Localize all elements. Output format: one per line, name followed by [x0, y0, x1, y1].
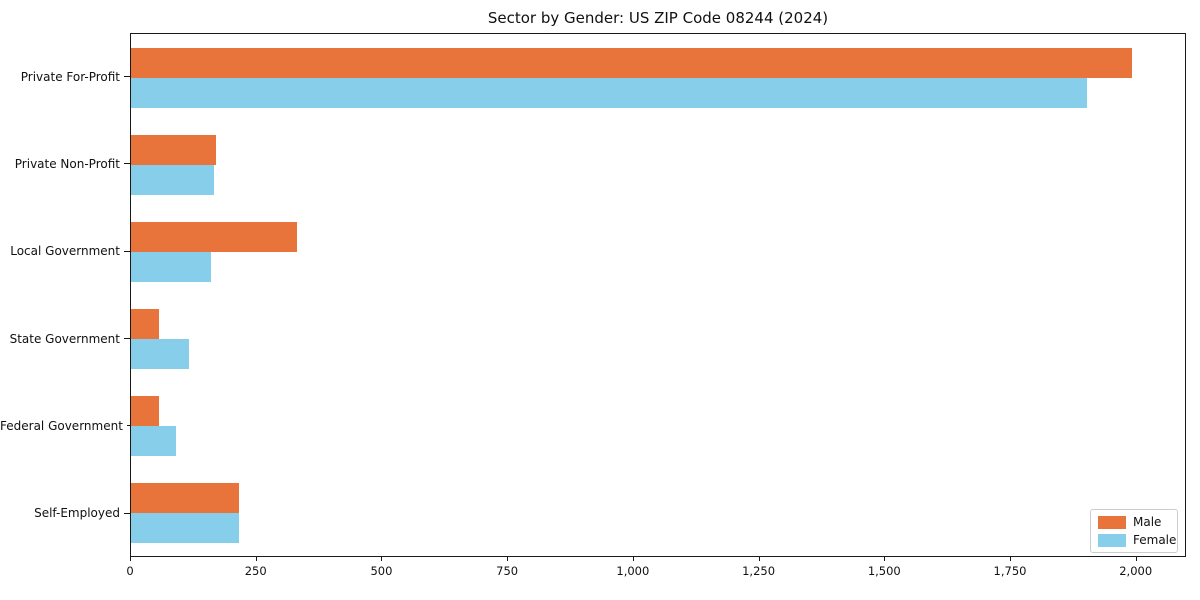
- y-tick-mark: [126, 425, 130, 427]
- x-tick-label-2-000: 2,000: [1119, 564, 1153, 578]
- x-tick-mark-1-750: [1010, 557, 1011, 561]
- x-tick-mark-250: [255, 557, 257, 561]
- y-tick-mark: [124, 338, 130, 340]
- y-tick-mark: [124, 250, 130, 252]
- bar-male-federal-government: [131, 395, 159, 426]
- bar-male-local-government: [131, 221, 297, 252]
- bar-male-private-non-profit: [131, 134, 217, 165]
- bar-group-self-employed: [131, 469, 1185, 556]
- x-tick-mark-1-000: [632, 557, 634, 561]
- x-tick-mark-0: [130, 557, 131, 561]
- bar-female-federal-government: [131, 425, 177, 456]
- legend-label-male: Male: [1133, 515, 1162, 529]
- y-tick-label-local-government: Local Government: [10, 244, 120, 259]
- legend-swatch-female: [1098, 533, 1126, 547]
- y-tick-label-state-government: State Government: [9, 331, 120, 346]
- chart-title: Sector by Gender: US ZIP Code 08244 (202…: [487, 9, 829, 27]
- x-tick-label-500: 500: [370, 564, 393, 578]
- x-tick-mark-2-000: [1135, 557, 1137, 561]
- x-tick-label-1-250: 1,250: [742, 564, 776, 578]
- x-tick-mark-1-500: [884, 557, 886, 561]
- bar-group-state-government: [131, 295, 1185, 382]
- bar-female-private-for-profit: [131, 77, 1088, 108]
- bar-male-private-for-profit: [131, 47, 1133, 78]
- y-tick-mark: [124, 512, 130, 514]
- bar-female-state-government: [131, 338, 189, 369]
- bar-female-private-non-profit: [131, 164, 214, 195]
- plot-area: [130, 33, 1186, 557]
- y-row-federal-government: Federal Government: [0, 382, 130, 469]
- legend-swatch-male: [1098, 515, 1126, 529]
- x-tick-mark-750: [507, 557, 509, 561]
- y-tick-mark: [124, 76, 130, 78]
- y-row-state-government: State Government: [0, 295, 130, 382]
- legend-item-male: Male: [1098, 515, 1169, 529]
- y-tick-label-federal-government: Federal Government: [0, 418, 123, 433]
- bar-female-local-government: [131, 251, 212, 282]
- legend: Male Female: [1090, 509, 1178, 553]
- y-row-local-government: Local Government: [0, 208, 130, 295]
- x-tick-label-0: 0: [126, 564, 134, 578]
- bar-group-federal-government: [131, 382, 1185, 469]
- x-tick-mark-1-250: [758, 557, 760, 561]
- x-tick-label-1-500: 1,500: [867, 564, 901, 578]
- y-axis: Private For-Profit Private Non-Profit Loca…: [0, 33, 130, 557]
- bar-male-self-employed: [131, 482, 239, 513]
- y-row-self-employed: Self-Employed: [0, 470, 130, 557]
- bar-group-private-for-profit: [131, 34, 1185, 121]
- x-tick-label-250: 250: [244, 564, 267, 578]
- bar-female-self-employed: [131, 512, 239, 543]
- y-tick-mark: [124, 163, 130, 165]
- y-row-private-non-profit: Private Non-Profit: [0, 120, 130, 207]
- x-tick-label-1-000: 1,000: [616, 564, 650, 578]
- y-row-private-for-profit: Private For-Profit: [0, 33, 130, 120]
- bar-male-state-government: [131, 308, 159, 339]
- legend-label-female: Female: [1133, 533, 1177, 547]
- x-tick-mark-500: [381, 557, 383, 561]
- x-tick-label-1-750: 1,750: [993, 564, 1027, 578]
- legend-item-female: Female: [1098, 533, 1176, 547]
- x-tick-label-750: 750: [496, 564, 519, 578]
- y-tick-label-private-for-profit: Private For-Profit: [20, 69, 120, 84]
- bar-group-local-government: [131, 208, 1185, 295]
- bar-group-private-non-profit: [131, 121, 1185, 208]
- y-tick-label-private-non-profit: Private Non-Profit: [14, 156, 120, 171]
- y-tick-label-self-employed: Self-Employed: [34, 506, 120, 521]
